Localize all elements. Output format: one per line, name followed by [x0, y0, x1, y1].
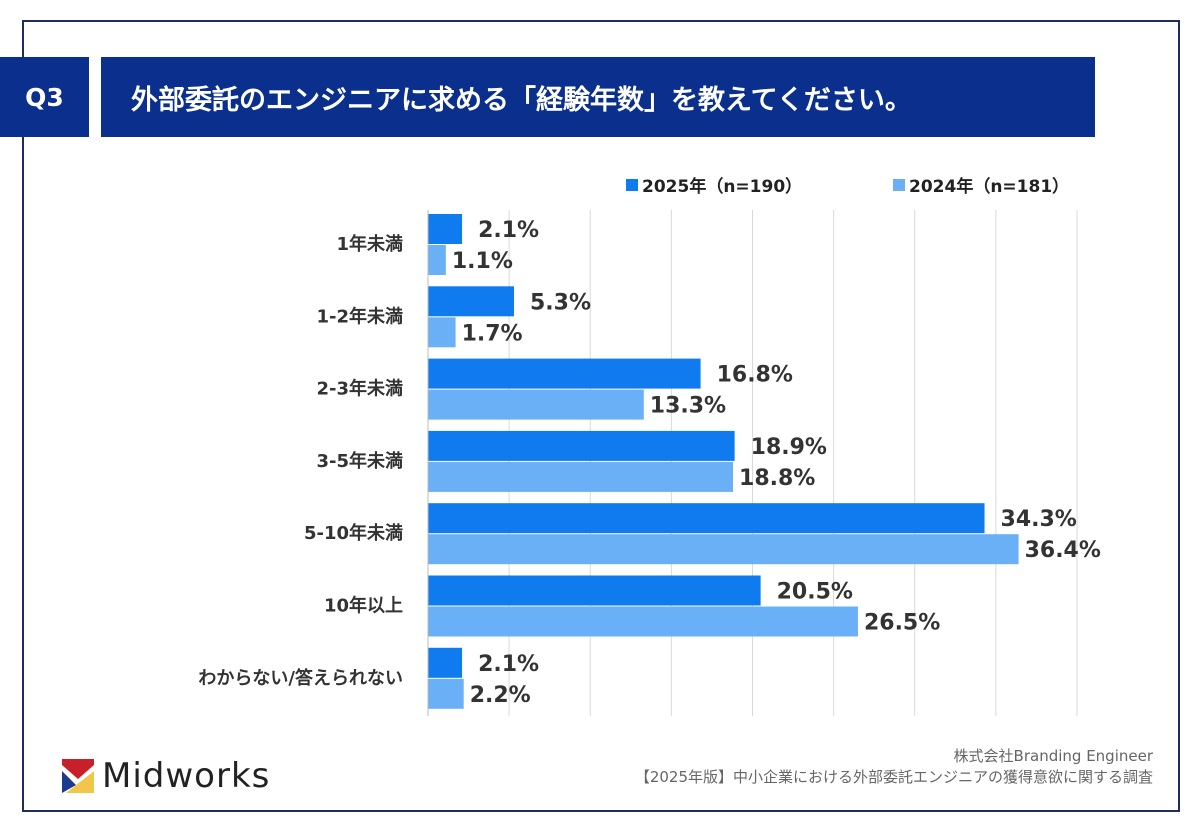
logo-mark-icon — [62, 759, 94, 793]
bar — [428, 389, 644, 420]
data-label: 2.1% — [478, 218, 539, 243]
legend-2024: 2024年（n=181） — [893, 172, 1069, 197]
data-label: 1.7% — [462, 321, 523, 346]
bar — [428, 286, 514, 317]
category-label: 1-2年未満 — [316, 305, 403, 327]
legend-swatch — [893, 178, 905, 191]
category-label: 10年以上 — [324, 595, 403, 617]
bar — [428, 606, 858, 637]
survey-name: 【2025年版】中小企業における外部委託エンジニアの獲得意欲に関する調査 — [634, 768, 1153, 786]
data-label: 36.4% — [1025, 538, 1101, 563]
bar — [428, 214, 463, 244]
legend-label: 2025年（n=190） — [642, 177, 803, 197]
legend-label: 2024年（n=181） — [909, 177, 1070, 197]
bar — [428, 317, 456, 348]
legend-swatch — [626, 178, 638, 191]
legend-2025: 2025年（n=190） — [626, 172, 802, 197]
category-label: 5-10年未満 — [304, 522, 403, 544]
bar — [428, 534, 1019, 565]
bar — [428, 503, 985, 534]
data-label: 1.1% — [452, 249, 513, 274]
frame — [22, 20, 1180, 812]
bar — [428, 358, 701, 389]
category-label: わからない/答えられない — [198, 667, 403, 689]
bar — [428, 430, 735, 461]
category-label: 2-3年未満 — [316, 378, 403, 400]
question-number: Q3 — [0, 57, 89, 137]
company-name: 株式会社Branding Engineer — [953, 747, 1153, 765]
data-label: 18.8% — [739, 466, 815, 491]
category-label: 3-5年未満 — [316, 450, 403, 472]
category-label: 1年未満 — [336, 233, 403, 255]
bar — [428, 575, 761, 606]
data-label: 13.3% — [650, 394, 726, 419]
midworks-logo: Midworks — [62, 756, 270, 796]
data-label: 16.8% — [717, 363, 793, 388]
data-label: 26.5% — [864, 611, 940, 636]
data-label: 18.9% — [751, 435, 827, 460]
logo-text: Midworks — [102, 756, 271, 796]
bar — [428, 647, 463, 678]
data-label: 34.3% — [1001, 507, 1077, 532]
data-label: 20.5% — [777, 580, 853, 605]
footer-credit: 株式会社Branding Engineer 【2025年版】中小企業における外部委… — [635, 746, 1153, 788]
bar — [428, 245, 446, 275]
data-label: 5.3% — [530, 290, 591, 315]
bar — [428, 461, 734, 492]
page-title: 外部委託のエンジニアに求める「経験年数」を教えてください。 — [101, 57, 1095, 137]
bar — [428, 678, 464, 709]
data-label: 2.2% — [470, 683, 531, 708]
data-label: 2.1% — [478, 652, 539, 677]
